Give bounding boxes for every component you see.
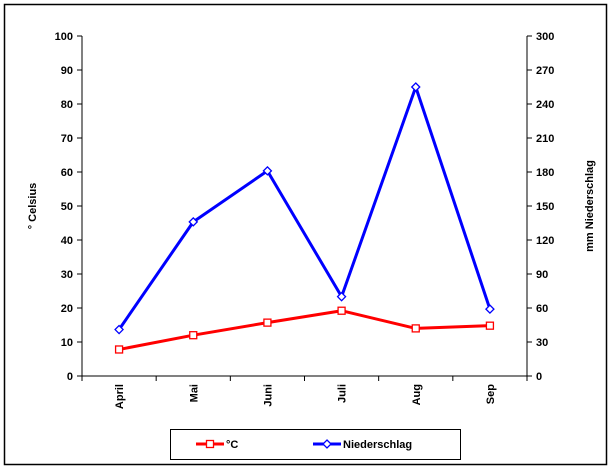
y-left-tick-label: 50 xyxy=(61,201,73,213)
data-point xyxy=(114,324,125,335)
data-point xyxy=(262,165,273,176)
plot-area: 0 10 20 30 40 50 60 70 80 90 100 0 30 60 90 120 150 180 21… xyxy=(55,31,555,409)
legend-swatch-marker xyxy=(322,439,332,449)
y-left-tick-label: 0 xyxy=(67,371,73,383)
y-left-tick-label: 20 xyxy=(61,303,73,315)
data-point xyxy=(337,306,346,315)
x-tick-label: Sep xyxy=(485,384,497,404)
y-left-tick-label: 70 xyxy=(61,133,73,145)
y-right-tick-label: 90 xyxy=(536,269,548,281)
y-left-tick-label: 10 xyxy=(61,337,73,349)
series-line xyxy=(118,309,490,351)
y-right-tick-label: 150 xyxy=(536,201,554,213)
x-tick-label: April xyxy=(114,384,126,409)
y-right-tick-label: 60 xyxy=(536,303,548,315)
y-left-tick-label: 40 xyxy=(61,235,73,247)
series-line xyxy=(117,85,492,331)
data-point xyxy=(484,304,495,315)
data-point xyxy=(411,324,420,333)
y-left-tick-label: 60 xyxy=(61,167,73,179)
data-point xyxy=(188,216,199,227)
data-point xyxy=(410,82,421,92)
y-right-tick-label: 120 xyxy=(536,235,554,247)
x-tick-label: Mai xyxy=(188,384,200,402)
y-left-tick-label: 100 xyxy=(55,31,73,43)
y-right-tick-label: 270 xyxy=(536,65,554,77)
x-tick-label: Aug xyxy=(411,384,423,405)
y-right-tick-label: 300 xyxy=(536,31,554,43)
y-right-tick-label: 30 xyxy=(536,337,548,349)
y-axis-right-title: mm Niederschlag xyxy=(584,160,596,252)
legend-label: Niederschlag xyxy=(343,439,412,451)
y-right-tick-label: 180 xyxy=(536,167,554,179)
legend-label: °C xyxy=(226,439,238,451)
data-point xyxy=(114,345,124,354)
y-left-tick-label: 80 xyxy=(61,99,73,111)
legend-swatch-marker xyxy=(205,439,215,449)
y-axis-left-title: ° Celsius xyxy=(27,183,39,230)
y-right-tick-label: 0 xyxy=(536,371,542,383)
y-right-tick-label: 210 xyxy=(536,133,554,145)
x-tick-label: Juli xyxy=(337,384,349,403)
y-left-tick-label: 90 xyxy=(61,65,73,77)
data-point xyxy=(336,291,347,302)
legend: °C Niederschlag xyxy=(170,429,461,460)
x-tick-label: Juni xyxy=(262,384,274,407)
data-point xyxy=(485,321,495,330)
data-point xyxy=(263,318,272,327)
data-point xyxy=(189,331,198,340)
y-right-tick-label: 240 xyxy=(536,99,554,111)
y-left-tick-label: 30 xyxy=(61,269,73,281)
